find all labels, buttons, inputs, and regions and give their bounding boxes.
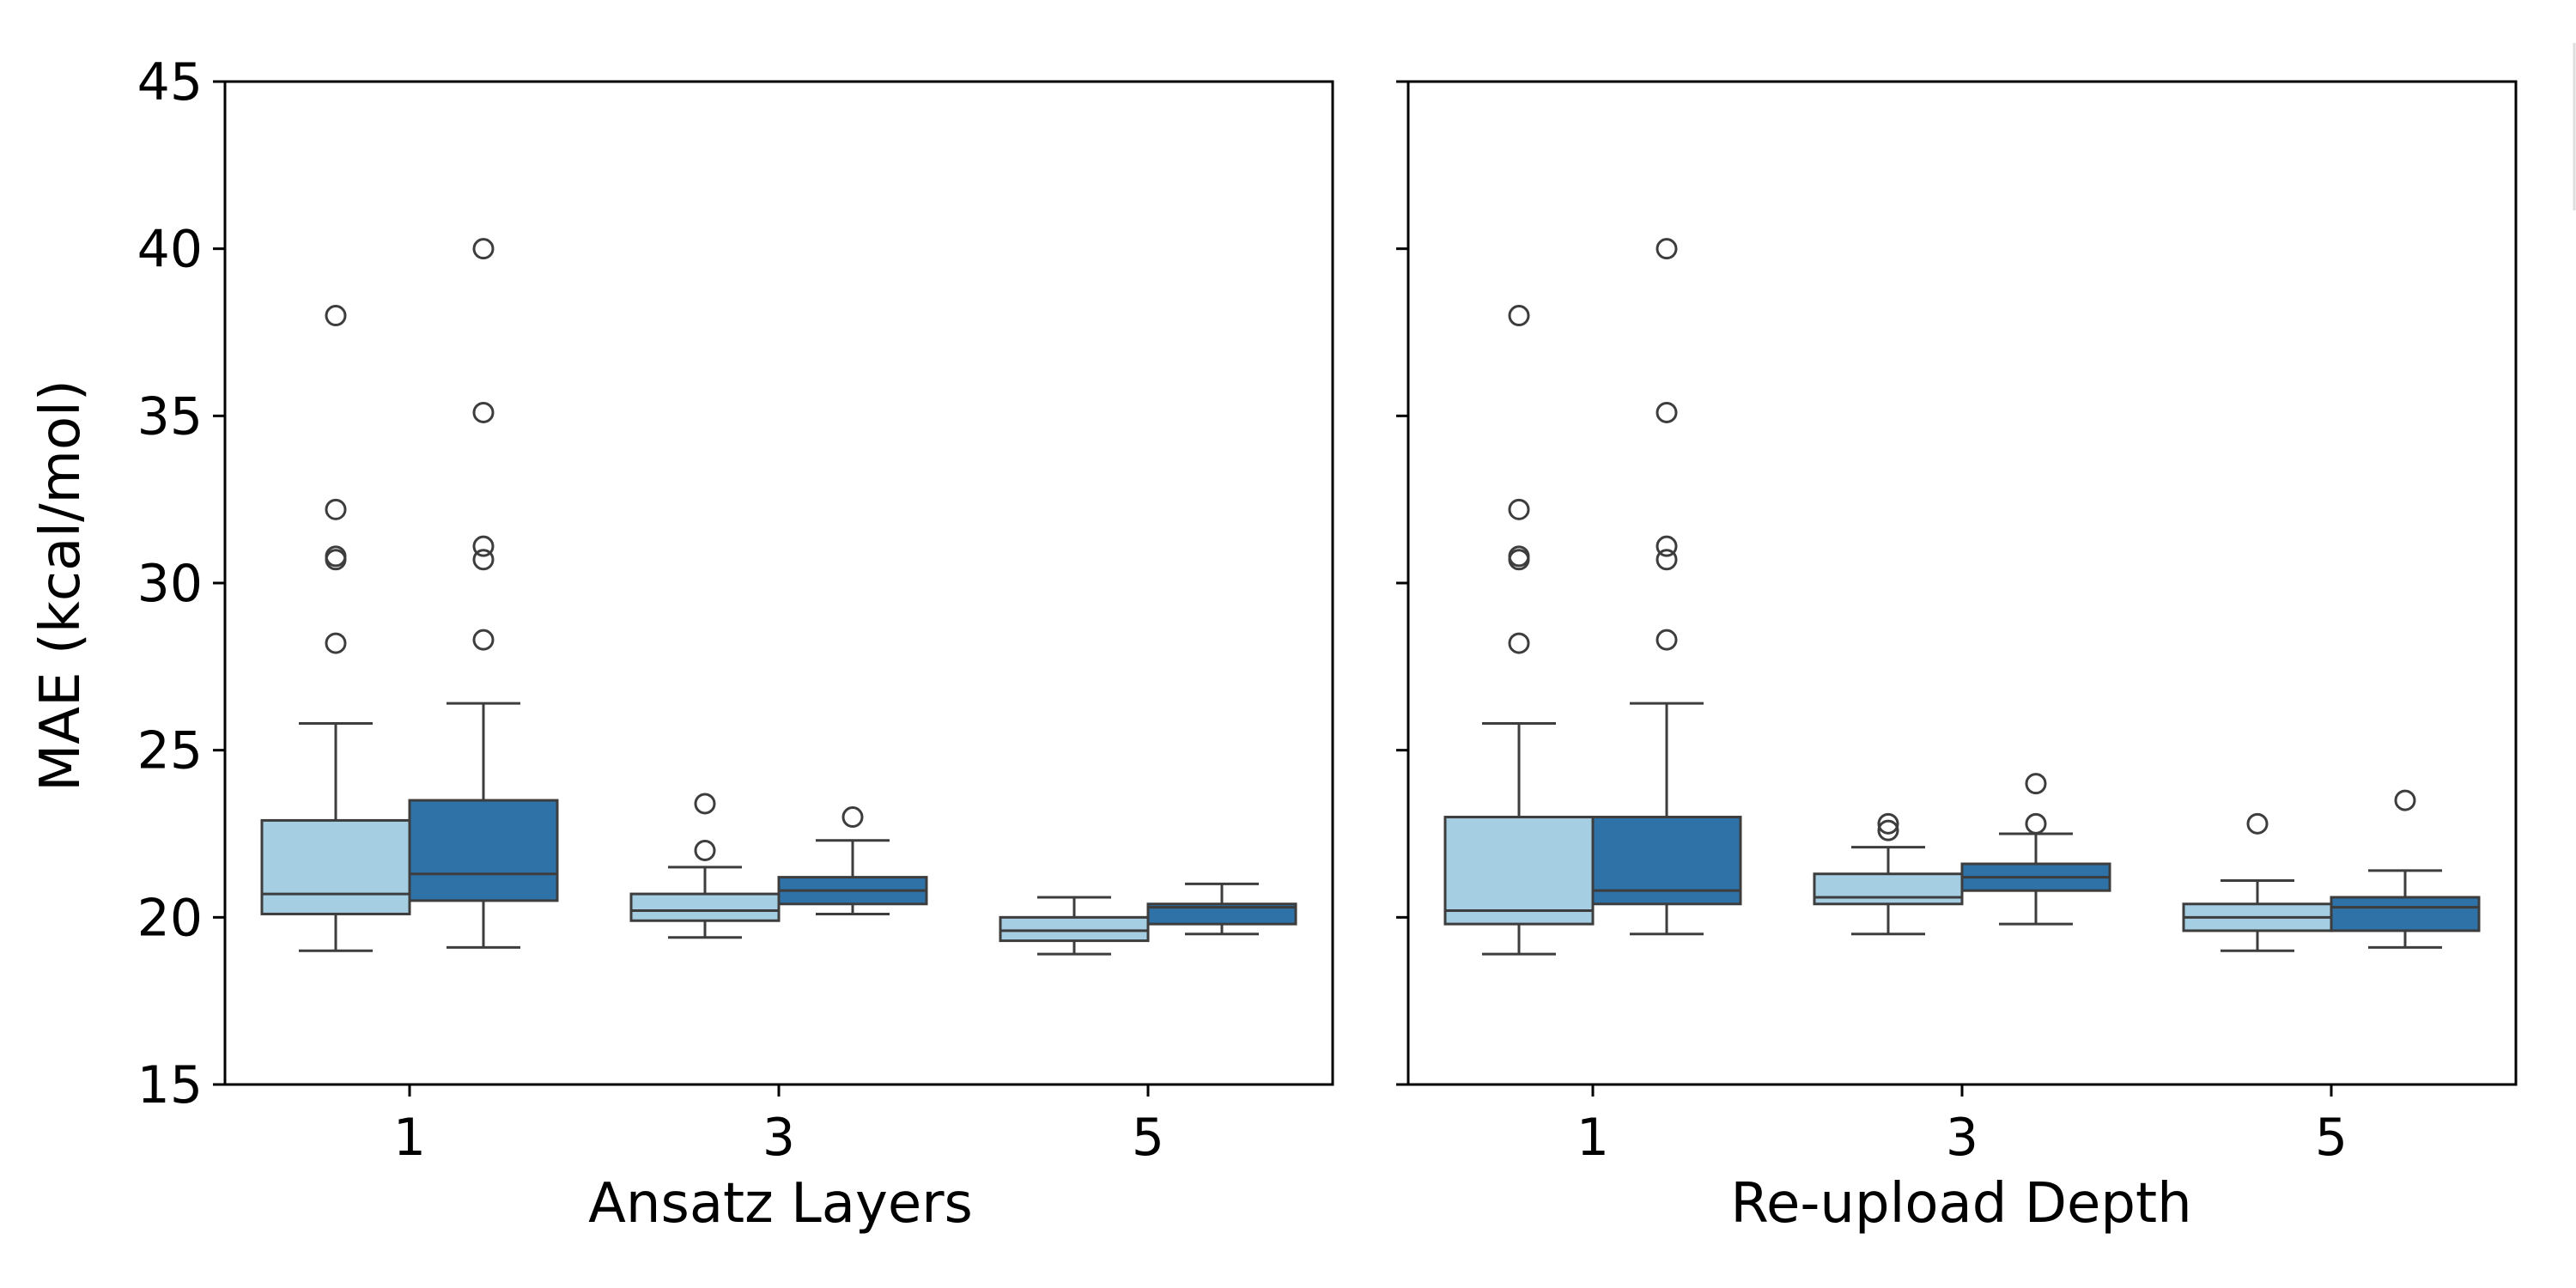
outlier-point [325,305,347,327]
outlier-point [694,839,716,861]
outlier-point [1508,549,1530,571]
y-tick-label: 30 [137,554,203,614]
x-tick-label: 5 [2315,1108,2348,1168]
x-tick-label: 1 [1577,1108,1609,1168]
y-tick-label: 15 [137,1055,203,1115]
outlier-point [472,549,495,571]
right-panel: 1 3 5 [1396,80,2518,1168]
box [1443,816,1595,926]
x-tick-label: 3 [1946,1108,1978,1168]
y-tick-label: 35 [137,386,203,447]
outlier-point [472,401,495,423]
box [2330,896,2481,933]
outlier-point [325,632,347,654]
y-tick-label: 40 [137,220,203,280]
outlier-point [1656,238,1678,260]
outlier-point [325,549,347,571]
outlier-point [2394,789,2416,811]
x-tick-label: 5 [1132,1108,1164,1168]
outlier-point [1656,401,1678,423]
outlier-point [2025,773,2047,795]
outlier-point [2025,812,2047,835]
box [1813,872,1964,906]
x-tick-label: 1 [393,1108,426,1168]
outlier-point [325,498,347,520]
y-tick-label: 25 [137,721,203,781]
outlier-point [2246,812,2269,835]
left-x-axis-title: Ansatz Layers [588,1172,973,1236]
outlier-point [1508,632,1530,654]
outlier-point [694,793,716,815]
box [629,892,781,922]
y-tick-label: 45 [137,52,203,112]
y-tick-label: 20 [137,888,203,948]
outlier-point [1656,629,1678,651]
box [1146,902,1297,926]
outlier-point [1508,498,1530,520]
outlier-point [1656,535,1678,557]
box [408,799,559,902]
outlier-point [472,629,495,651]
outlier-point [1656,549,1678,571]
left-y-axis-title: MAE (kcal/mol) [29,380,93,792]
outlier-point [1508,305,1530,327]
outlier-point [1877,812,1899,835]
outlier-point [472,238,495,260]
right-x-axis-title: Re-upload Depth [1730,1172,2191,1236]
outlier-point [841,806,864,829]
box [260,818,411,915]
x-tick-label: 3 [762,1108,795,1168]
box [999,915,1150,943]
outlier-point [472,535,495,557]
outlier-point [1877,819,1899,841]
